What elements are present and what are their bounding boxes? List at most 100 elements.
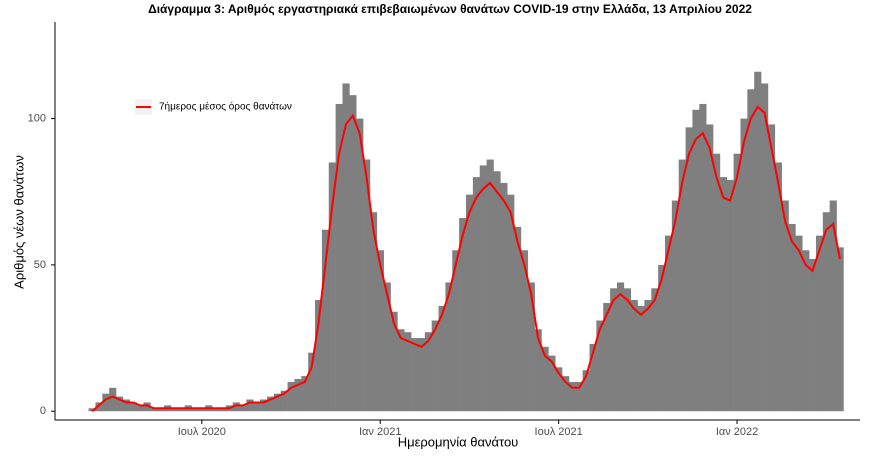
- bar: [267, 396, 275, 412]
- bar: [822, 212, 830, 412]
- bar: [713, 153, 721, 412]
- bar: [761, 83, 769, 412]
- bar: [706, 124, 714, 412]
- bar: [411, 338, 419, 412]
- bar: [610, 288, 618, 412]
- bar: [623, 288, 631, 412]
- bar: [294, 379, 302, 412]
- bar: [692, 109, 700, 412]
- bar: [273, 393, 282, 412]
- bar: [95, 402, 103, 412]
- bar: [644, 300, 652, 412]
- bar: [88, 408, 96, 412]
- bar: [596, 320, 604, 412]
- bar: [829, 200, 837, 412]
- bar: [459, 218, 467, 412]
- bar: [356, 118, 364, 412]
- bar: [507, 194, 515, 412]
- bar: [568, 381, 577, 412]
- bar: [191, 408, 199, 412]
- bar: [363, 159, 371, 412]
- bar: [719, 177, 728, 412]
- bar: [404, 332, 412, 412]
- bar: [328, 162, 336, 412]
- bar: [815, 235, 824, 412]
- bar: [369, 212, 378, 412]
- bar: [170, 408, 179, 412]
- bar: [349, 95, 357, 412]
- chart-title: Διάγραμμα 3: Αριθμός εργαστηριακά επιβεβ…: [148, 2, 752, 16]
- bar: [397, 329, 405, 412]
- bar: [802, 250, 810, 412]
- bar: [788, 223, 796, 412]
- bar: [136, 405, 144, 412]
- x-tick-label: Ιαν 2022: [716, 426, 758, 438]
- bar: [246, 399, 254, 412]
- bar: [239, 405, 247, 412]
- bar: [479, 165, 487, 412]
- bar: [493, 171, 501, 412]
- bar: [232, 402, 240, 412]
- bar: [157, 408, 165, 412]
- bar: [651, 288, 659, 412]
- bar: [143, 402, 151, 412]
- bar: [218, 408, 227, 412]
- bar: [342, 83, 350, 412]
- bar: [445, 282, 453, 412]
- bar: [582, 370, 590, 412]
- bar: [541, 346, 549, 412]
- bar: [781, 200, 789, 412]
- bar: [109, 387, 117, 412]
- bar: [747, 89, 755, 412]
- bar: [500, 182, 508, 412]
- bar: [664, 235, 673, 412]
- bar: [452, 250, 460, 412]
- x-tick-label: Ιουλ 2021: [535, 426, 583, 438]
- bar: [740, 118, 748, 412]
- x-tick-label: Ιαν 2021: [359, 426, 401, 438]
- bar: [486, 159, 494, 412]
- bar: [616, 282, 625, 412]
- bar: [424, 332, 432, 412]
- bar: [308, 352, 316, 412]
- bar: [630, 300, 638, 412]
- bar: [150, 408, 158, 412]
- bar: [212, 408, 220, 412]
- legend-label: 7ήμερος μέσος όρος θανάτων: [159, 101, 292, 113]
- y-axis-label: Αριθμός νέων θανάτων: [11, 155, 26, 289]
- bar: [321, 229, 330, 412]
- bar: [534, 329, 542, 412]
- bar: [603, 302, 611, 412]
- bar: [472, 177, 481, 412]
- bar: [383, 282, 391, 412]
- bar: [390, 311, 398, 412]
- bar: [431, 320, 439, 412]
- bar: [767, 124, 776, 412]
- bar: [733, 153, 741, 412]
- bar: [699, 103, 707, 412]
- bar: [637, 305, 645, 412]
- bar: [287, 381, 295, 412]
- bar: [116, 396, 124, 412]
- bar: [177, 408, 185, 412]
- bar: [315, 300, 323, 412]
- bar: [562, 376, 570, 412]
- bar: [555, 367, 563, 412]
- bar: [795, 235, 803, 412]
- x-tick-label: Ιουλ 2020: [178, 426, 226, 438]
- bar: [376, 250, 384, 412]
- y-tick-label: 50: [34, 259, 46, 271]
- bar: [417, 338, 426, 412]
- bar: [280, 390, 288, 412]
- bar: [671, 200, 680, 412]
- y-tick-label: 100: [28, 112, 46, 124]
- bar: [129, 402, 137, 412]
- bar: [260, 399, 268, 412]
- bar: [466, 194, 474, 412]
- bar: [685, 127, 693, 412]
- bar: [514, 226, 522, 412]
- average-line: [91, 105, 841, 412]
- bar: [589, 343, 597, 412]
- bar: [335, 103, 343, 412]
- bar: [836, 247, 844, 412]
